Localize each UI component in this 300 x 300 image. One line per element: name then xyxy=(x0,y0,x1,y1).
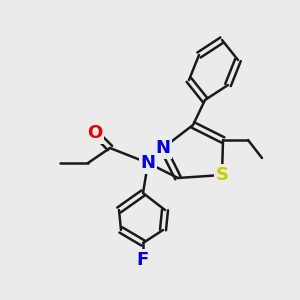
Text: F: F xyxy=(137,251,149,269)
Text: O: O xyxy=(87,124,103,142)
Text: N: N xyxy=(140,154,155,172)
Text: S: S xyxy=(215,166,229,184)
Text: N: N xyxy=(155,139,170,157)
